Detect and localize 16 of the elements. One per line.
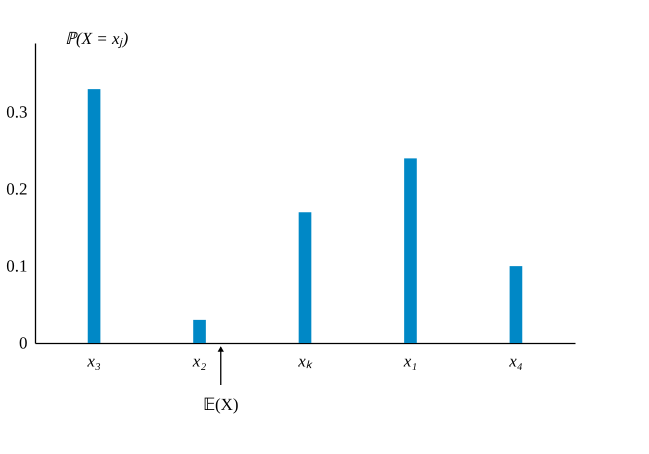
bar (510, 266, 522, 343)
y-tick-label: 0.3 (6, 102, 28, 122)
y-tick-label: 0 (19, 334, 28, 352)
x-tick-label: xₖ (297, 352, 313, 370)
x-tick-label: x₁ (402, 352, 418, 370)
y-tick-label: 0.1 (6, 256, 28, 276)
y-axis-title: ℙ(X = xⱼ) (65, 29, 129, 49)
bar (193, 320, 206, 343)
x-tick-label: x₂ (192, 352, 206, 370)
y-tick-label: 0.2 (6, 180, 28, 199)
text: 𝔼(X) (202, 395, 239, 414)
x-tick-label: x₄ (508, 352, 523, 370)
bar (88, 89, 100, 343)
bar (298, 212, 312, 343)
x-tick-label: x₃ (86, 352, 101, 370)
bar (404, 158, 417, 343)
